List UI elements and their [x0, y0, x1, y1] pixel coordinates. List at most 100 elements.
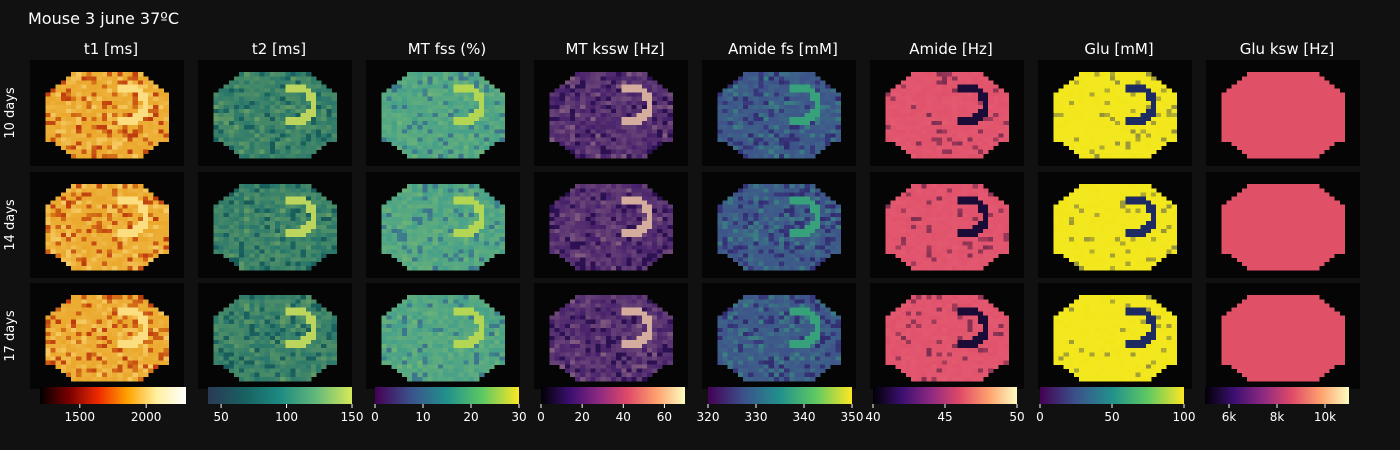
heatmap-cell	[478, 125, 485, 130]
heatmap-cell	[611, 100, 617, 106]
heatmap-cell	[407, 253, 413, 259]
heatmap-cell	[611, 80, 617, 85]
heatmap-cell	[316, 196, 322, 201]
heatmap-cell	[239, 153, 245, 159]
heatmap-cell	[575, 117, 581, 122]
heatmap-cell	[86, 225, 92, 230]
heatmap-cell	[45, 104, 51, 110]
heatmap-cell	[228, 212, 235, 218]
heatmap-cell	[631, 265, 638, 271]
heatmap-cell	[616, 295, 622, 300]
heatmap-cell	[600, 303, 607, 308]
heatmap-cell	[228, 245, 235, 250]
heatmap-cell	[264, 117, 271, 122]
heatmap-cell	[223, 208, 230, 214]
heatmap-cell	[107, 360, 113, 365]
heatmap-cell	[316, 352, 322, 357]
heatmap-cell	[122, 360, 128, 365]
heatmap-cell	[407, 129, 413, 134]
heatmap-cell	[254, 315, 260, 321]
heatmap-cell	[96, 196, 103, 201]
heatmap-cell	[81, 372, 87, 378]
heatmap-cell	[590, 100, 596, 106]
heatmap-cell	[148, 245, 154, 250]
heatmap-cell	[310, 261, 317, 267]
heatmap-cell	[269, 327, 276, 333]
heatmap-cell	[55, 141, 62, 147]
heatmap-cell	[300, 137, 307, 142]
heatmap-cell	[600, 237, 607, 242]
heatmap-cell	[458, 348, 464, 353]
heatmap-cell	[417, 233, 423, 238]
heatmap-cell	[280, 265, 286, 271]
heatmap-cell	[91, 208, 98, 214]
heatmap-cell	[122, 352, 128, 357]
heatmap-cell	[153, 104, 159, 110]
heatmap-cell	[662, 104, 668, 110]
heatmap-cell	[473, 141, 480, 147]
heatmap-cell	[264, 253, 271, 259]
heatmap-cell	[321, 348, 327, 353]
heatmap-cell	[468, 327, 475, 333]
heatmap-cell	[417, 356, 423, 361]
heatmap-cell	[646, 188, 653, 193]
heatmap-cell	[71, 315, 77, 321]
heatmap-cell	[484, 315, 490, 321]
heatmap-cell	[218, 133, 225, 138]
heatmap-cell	[316, 327, 322, 333]
heatmap-cell	[458, 307, 464, 312]
heatmap-cell	[417, 216, 423, 222]
heatmap-cell	[657, 225, 663, 230]
heatmap-cell	[600, 121, 607, 126]
heatmap-cell	[422, 84, 428, 89]
heatmap-cell	[321, 125, 327, 130]
heatmap-cell	[437, 356, 444, 361]
heatmap-cell	[549, 208, 555, 214]
heatmap-cell	[101, 108, 108, 114]
heatmap-cell	[626, 117, 632, 122]
heatmap-cell	[494, 360, 500, 365]
heatmap-cell	[422, 323, 428, 329]
heatmap-cell	[249, 80, 255, 85]
heatmap-cell	[310, 323, 317, 329]
heatmap-cell	[148, 331, 154, 337]
heatmap-cell	[65, 192, 72, 197]
heatmap-cell	[386, 208, 393, 214]
heatmap-cells	[381, 184, 505, 271]
heatmap-cell	[244, 113, 250, 118]
heatmap-cell	[112, 96, 118, 102]
heatmap-cell	[153, 113, 159, 118]
heatmap-cell	[463, 241, 470, 246]
heatmap-cell	[300, 237, 307, 242]
heatmap-cell	[595, 257, 602, 263]
heatmap-cell	[96, 295, 103, 300]
heatmap-cell	[595, 192, 602, 197]
heatmap-cell	[585, 80, 591, 85]
heatmap-cell	[65, 200, 72, 206]
heatmap-cells	[549, 72, 673, 159]
heatmap-cell	[646, 229, 653, 234]
heatmap-cell	[91, 344, 98, 349]
heatmap-cell	[269, 265, 276, 271]
heatmap-cell	[427, 188, 434, 193]
heatmap-cell	[331, 117, 337, 122]
heatmap-cell	[432, 356, 439, 361]
heatmap-cell	[101, 319, 108, 325]
heatmap-cell	[101, 311, 108, 317]
heatmap-cell	[412, 216, 418, 222]
heatmap-cell	[81, 241, 87, 246]
heatmap-cell	[254, 376, 260, 382]
heatmap-cell	[590, 108, 596, 114]
heatmap-cell	[662, 92, 668, 98]
heatmap-cell	[657, 204, 663, 210]
heatmap-cell	[223, 348, 230, 353]
heatmap-cell	[285, 108, 291, 114]
heatmap-cell	[86, 220, 92, 226]
heatmap-cell	[244, 208, 250, 214]
heatmap-cell	[275, 196, 281, 201]
heatmap-cell	[407, 237, 413, 242]
heatmap-cell	[626, 253, 632, 259]
heatmap-cell	[463, 307, 470, 312]
heatmap-cell	[142, 149, 149, 155]
heatmap-cell	[117, 192, 123, 197]
